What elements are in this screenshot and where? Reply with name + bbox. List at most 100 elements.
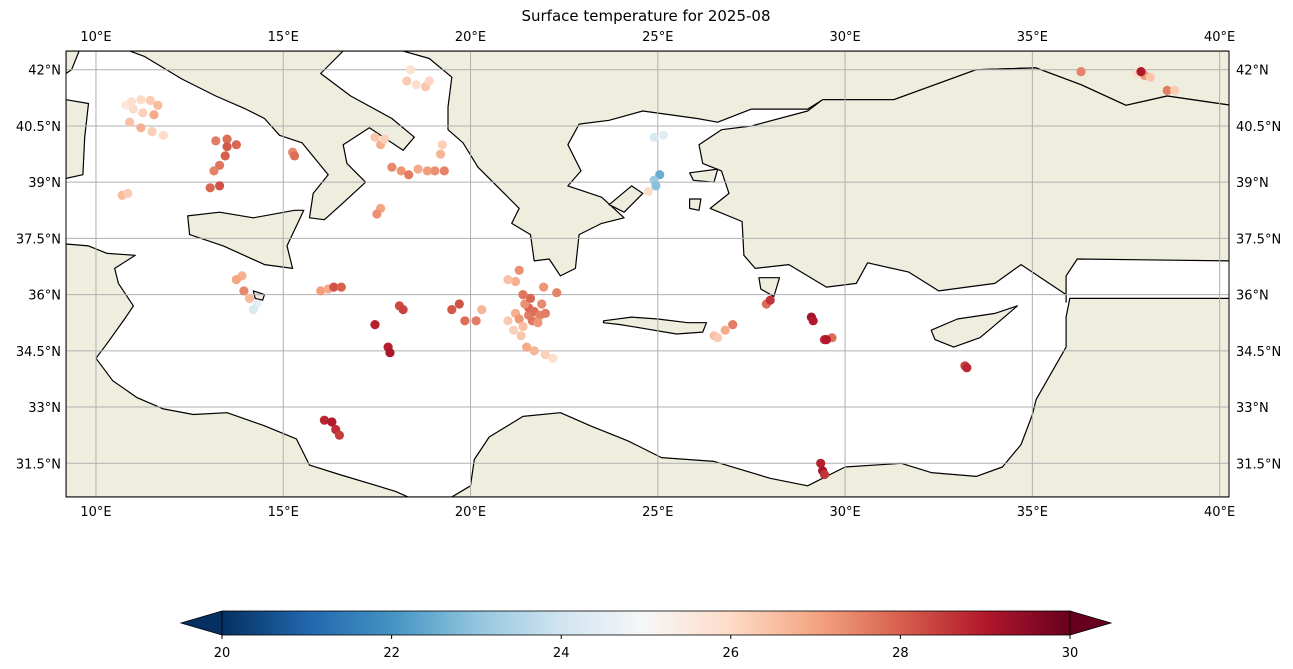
land-sicily bbox=[187, 209, 305, 269]
lon-tick-label-top: 35°E bbox=[1017, 30, 1048, 45]
data-point bbox=[215, 160, 225, 170]
data-point bbox=[548, 353, 558, 363]
data-point bbox=[503, 275, 513, 285]
data-point bbox=[518, 290, 528, 300]
lat-tick-label-left: 33°N bbox=[28, 401, 61, 416]
data-point bbox=[437, 140, 447, 150]
colorbar-tick-label: 20 bbox=[214, 646, 231, 661]
data-point bbox=[510, 276, 521, 287]
lon-tick-label-bottom: 10°E bbox=[80, 505, 111, 520]
lat-tick-label-left: 37.5°N bbox=[16, 232, 61, 247]
land-cyprus bbox=[930, 305, 1018, 348]
longitude-ticks: 10°E 10°E 15°E 15°E 20°E 20°E 25°E 25°E 30°E 30°E… bbox=[80, 30, 1235, 520]
lon-tick-label-top: 25°E bbox=[642, 30, 673, 45]
data-point bbox=[1136, 67, 1146, 77]
data-point bbox=[411, 80, 421, 90]
data-point bbox=[126, 97, 137, 107]
data-point bbox=[215, 181, 225, 191]
data-point bbox=[125, 117, 135, 127]
data-point bbox=[643, 186, 654, 197]
colorbar: 20 22 24 26 28 30 bbox=[179, 610, 1113, 661]
colorbar-extend-high bbox=[1069, 610, 1113, 636]
data-point bbox=[404, 170, 414, 180]
data-point bbox=[1170, 85, 1180, 95]
gridlines bbox=[66, 51, 1229, 497]
data-point bbox=[514, 314, 524, 324]
data-point bbox=[329, 282, 339, 292]
map-area[interactable] bbox=[66, 51, 1231, 508]
colorbar-tick-label: 22 bbox=[383, 646, 400, 661]
data-point bbox=[537, 299, 547, 309]
data-point bbox=[406, 65, 416, 75]
data-point bbox=[244, 293, 255, 303]
data-point bbox=[149, 110, 159, 120]
data-point bbox=[1076, 67, 1086, 77]
colorbar-extend-low bbox=[179, 610, 223, 636]
data-point bbox=[336, 282, 346, 292]
data-point bbox=[370, 320, 380, 330]
data-point bbox=[658, 130, 669, 140]
data-point bbox=[211, 136, 221, 146]
data-point bbox=[231, 275, 241, 285]
data-point bbox=[522, 342, 532, 352]
data-point bbox=[439, 166, 449, 176]
data-point bbox=[454, 299, 464, 309]
data-point bbox=[962, 363, 972, 373]
colorbar-tick-label: 24 bbox=[553, 646, 570, 661]
data-point bbox=[821, 335, 832, 345]
colorbar-gradient bbox=[221, 610, 1071, 636]
data-point bbox=[447, 305, 457, 315]
data-point bbox=[533, 318, 543, 328]
colorbar-tick-label: 28 bbox=[892, 646, 909, 661]
lat-tick-label-right: 34.5°N bbox=[1236, 345, 1281, 360]
data-point bbox=[460, 316, 470, 326]
data-point bbox=[808, 316, 818, 326]
data-point bbox=[231, 140, 241, 150]
lat-tick-label-right: 42°N bbox=[1236, 64, 1269, 79]
data-point bbox=[387, 162, 397, 172]
data-point bbox=[728, 320, 738, 330]
data-point bbox=[402, 76, 412, 86]
data-point bbox=[136, 123, 146, 133]
data-point bbox=[720, 325, 730, 335]
data-point bbox=[398, 305, 408, 315]
data-point bbox=[222, 134, 232, 144]
data-point bbox=[424, 76, 434, 86]
data-point bbox=[220, 151, 230, 161]
data-point bbox=[436, 149, 446, 159]
land-malta bbox=[252, 290, 266, 301]
data-point bbox=[649, 132, 659, 142]
lat-tick-label-right: 39°N bbox=[1236, 176, 1269, 191]
data-point bbox=[422, 166, 432, 176]
land-italy-balkans-north bbox=[66, 51, 1229, 277]
data-point bbox=[655, 170, 665, 180]
lat-tick-label-left: 36°N bbox=[28, 289, 61, 304]
data-point bbox=[471, 316, 481, 326]
data-point bbox=[370, 132, 380, 142]
data-point bbox=[540, 308, 551, 318]
land-peloponnese-east-aegean-isles bbox=[608, 185, 644, 213]
data-point bbox=[379, 134, 389, 144]
lat-tick-label-right: 40.5°N bbox=[1236, 120, 1281, 135]
lat-tick-label-right: 31.5°N bbox=[1236, 457, 1281, 472]
data-point bbox=[319, 415, 329, 425]
data-point bbox=[477, 305, 487, 315]
land-tunisia-libya bbox=[66, 243, 1229, 497]
lat-tick-label-right: 33°N bbox=[1236, 401, 1269, 416]
lat-tick-label-left: 42°N bbox=[28, 64, 61, 79]
data-point bbox=[145, 95, 155, 106]
data-point bbox=[508, 325, 519, 335]
data-point bbox=[385, 348, 395, 358]
lon-tick-label-top: 20°E bbox=[455, 30, 486, 45]
data-point bbox=[138, 108, 148, 118]
data-point bbox=[819, 469, 830, 480]
data-point bbox=[372, 209, 382, 219]
lon-tick-label-top: 40°E bbox=[1204, 30, 1235, 45]
data-point bbox=[529, 346, 539, 356]
data-point bbox=[816, 458, 826, 468]
data-point bbox=[413, 164, 423, 174]
data-point bbox=[209, 166, 219, 176]
lon-tick-label-bottom: 15°E bbox=[268, 505, 299, 520]
data-point bbox=[316, 286, 326, 296]
